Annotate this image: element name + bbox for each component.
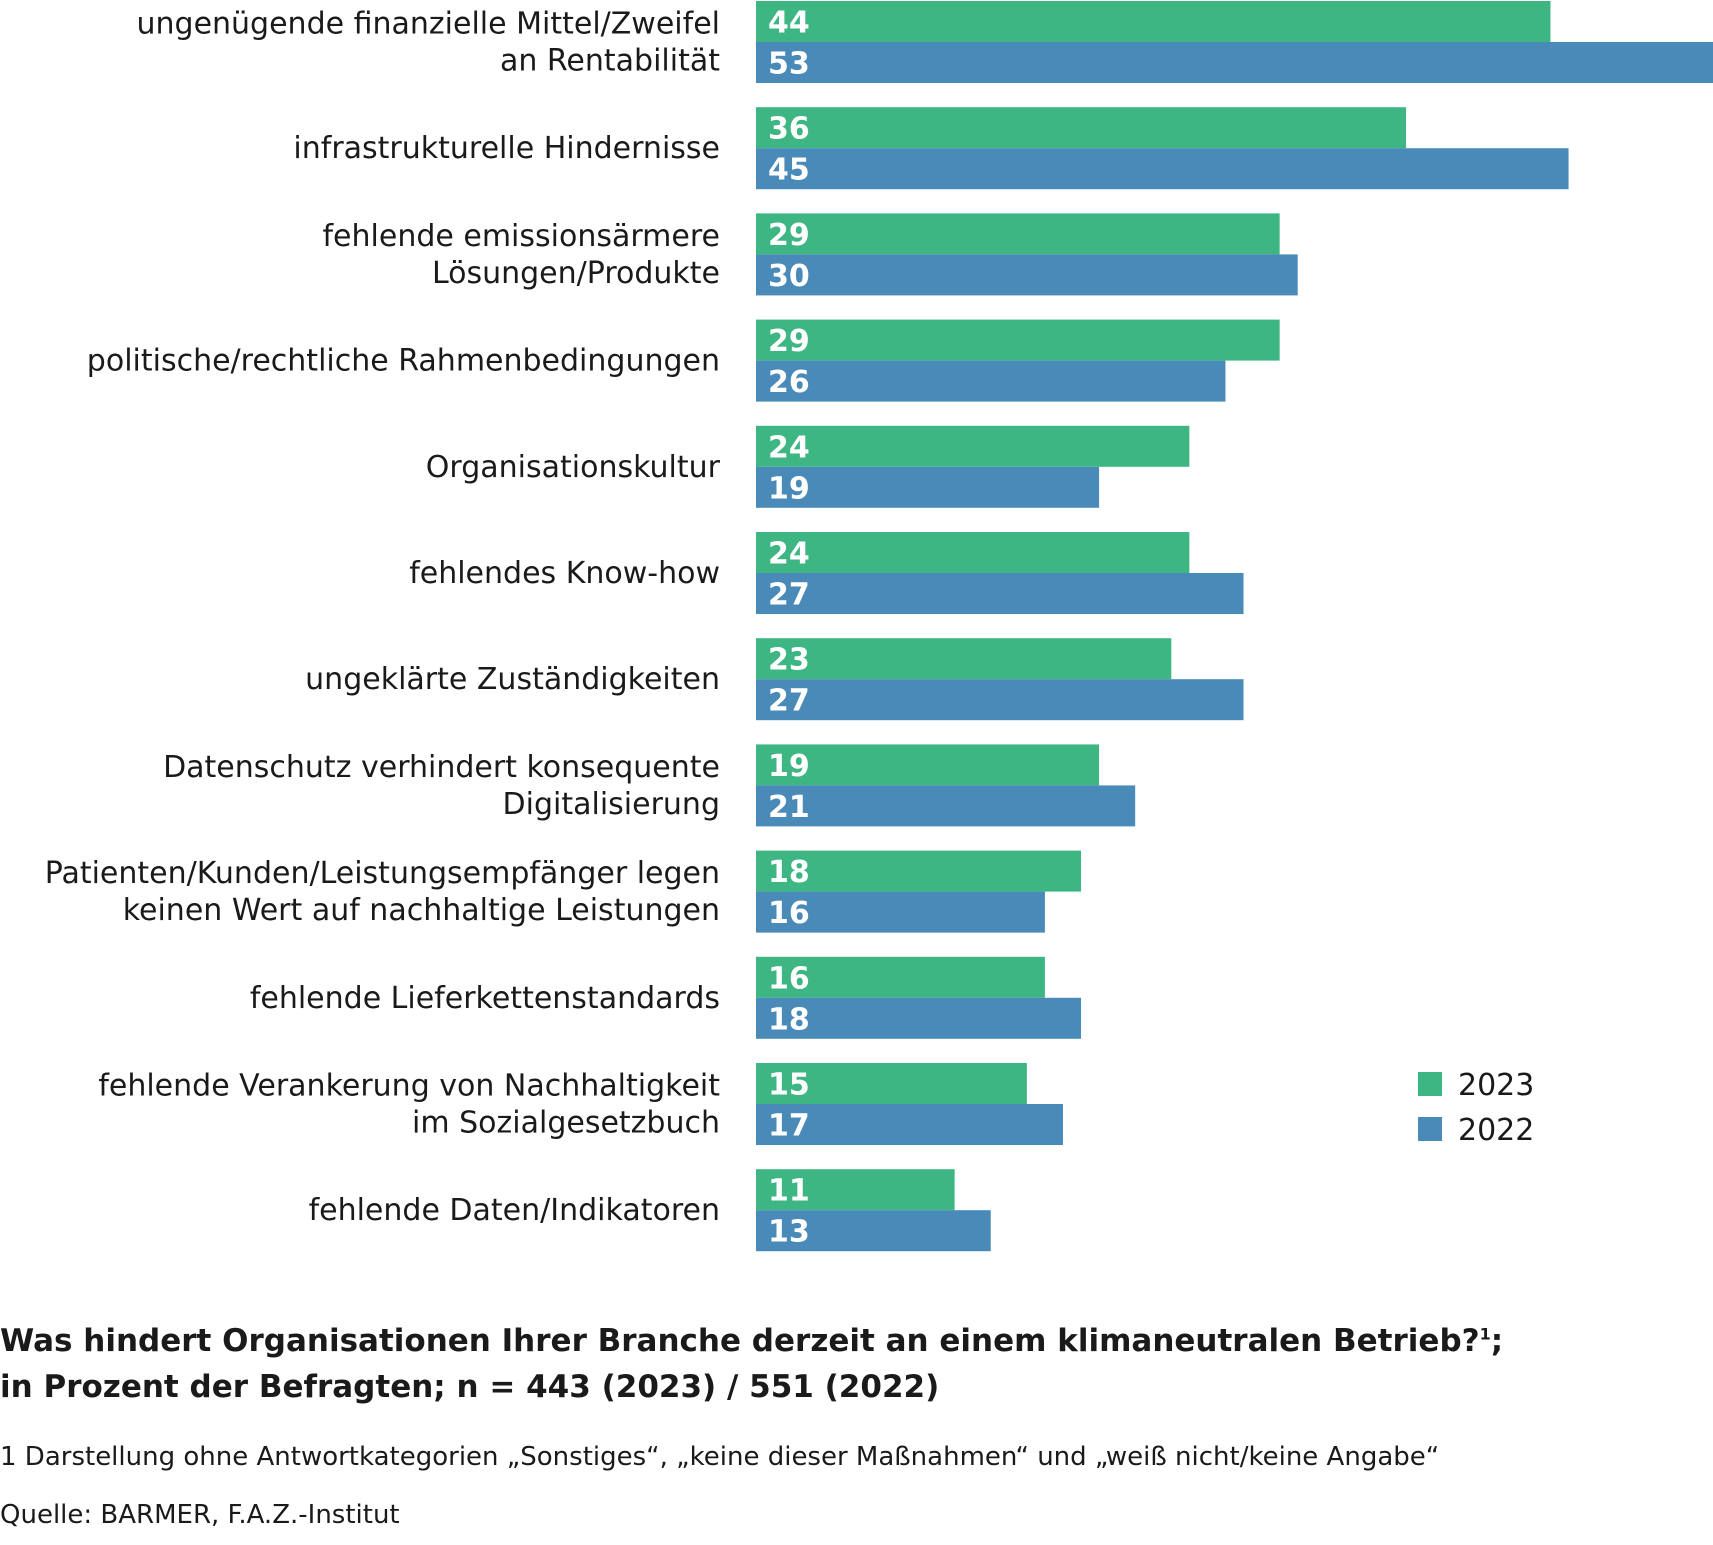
category-label-6: fehlendes Know-how xyxy=(409,556,720,591)
bar-2022-9 xyxy=(756,891,1045,933)
value-label-2022-3: 30 xyxy=(768,259,810,294)
bar-2023-2 xyxy=(756,107,1407,149)
value-label-2022-6: 27 xyxy=(768,578,810,613)
value-label-2023-11: 15 xyxy=(768,1068,810,1103)
bar-2022-6 xyxy=(756,573,1244,614)
bar-2023-9 xyxy=(756,850,1082,892)
bar-2023-1 xyxy=(756,1,1551,42)
category-label-9-line-2: keinen Wert auf nachhaltige Leistungen xyxy=(123,893,720,928)
bar-2023-12 xyxy=(756,1169,955,1211)
category-label-9-line-1: Patienten/Kunden/Leistungsempfänger lege… xyxy=(45,856,720,891)
chart-question: Was hindert Organisationen Ihrer Branche… xyxy=(0,1318,1713,1410)
value-label-2022-7: 27 xyxy=(768,684,810,719)
value-label-2022-8: 21 xyxy=(768,790,810,825)
value-label-2023-6: 24 xyxy=(768,537,810,572)
value-label-2022-1: 53 xyxy=(768,47,810,82)
bar-2022-4 xyxy=(756,360,1226,402)
value-label-2023-10: 16 xyxy=(768,961,810,996)
bar-2022-8 xyxy=(756,785,1136,827)
bar-2023-6 xyxy=(756,532,1190,573)
value-label-2023-9: 18 xyxy=(768,855,810,890)
bar-2022-2 xyxy=(756,148,1569,190)
bar-2023-4 xyxy=(756,319,1280,361)
question-footnote-mark: 1 xyxy=(1479,1324,1491,1344)
value-label-2022-5: 19 xyxy=(768,471,810,506)
bar-2022-10 xyxy=(756,997,1082,1039)
question-line2: in Prozent der Befragten; n = 443 (2023)… xyxy=(0,1369,940,1405)
category-label-5: Organisationskultur xyxy=(426,450,721,485)
bar-2023-7 xyxy=(756,638,1172,680)
bar-2022-1 xyxy=(756,42,1713,83)
category-label-1-line-1: ungenügende finanzielle Mittel/Zweifel xyxy=(137,7,721,42)
value-label-2022-12: 13 xyxy=(768,1215,810,1250)
category-label-7: ungeklärte Zuständigkeiten xyxy=(305,662,720,697)
category-label-12: fehlende Daten/Indikatoren xyxy=(309,1193,720,1228)
value-label-2022-2: 45 xyxy=(768,153,810,188)
category-label-3-line-1: fehlende emissionsärmere xyxy=(323,219,721,254)
value-label-2023-12: 11 xyxy=(768,1174,810,1209)
value-label-2023-7: 23 xyxy=(768,643,810,678)
bar-2023-5 xyxy=(756,425,1190,467)
source-note: Quelle: BARMER, F.A.Z.-Institut xyxy=(0,1500,400,1530)
category-label-1-line-2: an Rentabilität xyxy=(500,44,720,79)
legend-swatch-2023 xyxy=(1418,1072,1442,1096)
value-label-2023-4: 29 xyxy=(768,324,810,359)
value-label-2023-1: 44 xyxy=(768,6,810,41)
bar-2022-7 xyxy=(756,679,1244,721)
category-label-2: infrastrukturelle Hindernisse xyxy=(293,131,720,166)
legend-label-2022: 2022 xyxy=(1458,1113,1534,1148)
value-label-2022-11: 17 xyxy=(768,1109,810,1144)
value-label-2023-8: 19 xyxy=(768,749,810,784)
bar-2022-12 xyxy=(756,1210,991,1252)
bar-2023-8 xyxy=(756,744,1100,786)
legend-label-2023: 2023 xyxy=(1458,1068,1534,1103)
bar-2022-11 xyxy=(756,1104,1063,1145)
value-label-2023-3: 29 xyxy=(768,218,810,253)
footnote: 1 Darstellung ohne Antwortkategorien „So… xyxy=(0,1442,1440,1472)
category-label-8-line-2: Digitalisierung xyxy=(503,787,720,822)
value-label-2022-4: 26 xyxy=(768,365,810,400)
legend-swatch-2022 xyxy=(1418,1117,1442,1141)
question-line1: Was hindert Organisationen Ihrer Branche… xyxy=(0,1323,1480,1359)
bar-2022-3 xyxy=(756,254,1298,296)
bar-2023-3 xyxy=(756,213,1280,255)
bar-chart: 44 53 ungenügende finanzielle Mittel/Zweif… xyxy=(45,1,1713,1252)
category-label-10: fehlende Lieferkettenstandards xyxy=(250,981,720,1016)
value-label-2022-10: 18 xyxy=(768,1002,810,1037)
bar-2022-5 xyxy=(756,466,1100,508)
bar-2023-10 xyxy=(756,956,1045,998)
bar-2023-11 xyxy=(756,1063,1027,1104)
category-label-11-line-2: im Sozialgesetzbuch xyxy=(412,1106,720,1141)
category-label-11-line-1: fehlende Verankerung von Nachhaltigkeit xyxy=(98,1069,720,1104)
value-label-2023-5: 24 xyxy=(768,430,810,465)
category-label-4: politische/rechtliche Rahmenbedingungen xyxy=(87,344,720,379)
category-label-8-line-1: Datenschutz verhindert konsequente xyxy=(163,750,720,785)
value-label-2022-9: 16 xyxy=(768,896,810,931)
category-label-3-line-2: Lösungen/Produkte xyxy=(432,256,720,291)
question-line1-suffix: ; xyxy=(1490,1323,1504,1359)
value-label-2023-2: 36 xyxy=(768,112,810,147)
